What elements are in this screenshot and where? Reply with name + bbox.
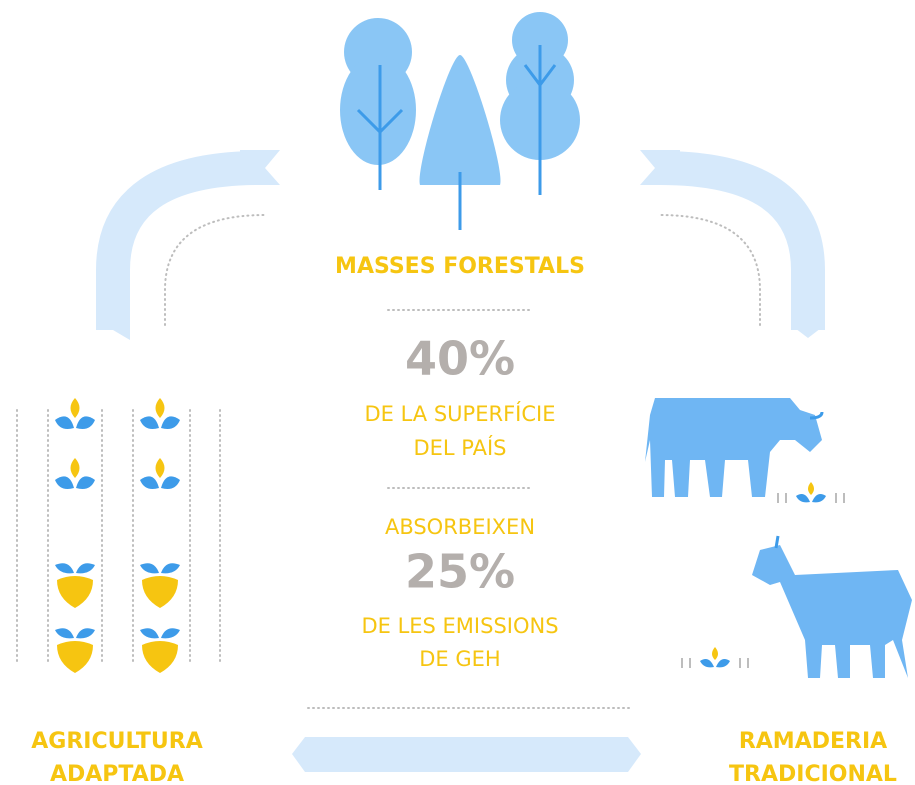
stat-text: DE LA SUPERFÍCIE — [365, 401, 556, 426]
crop-shape — [57, 576, 93, 608]
crop-shape — [142, 641, 178, 673]
crop-shape — [76, 628, 95, 638]
stat-text: DE LES EMISSIONS — [361, 614, 558, 638]
crop-shape — [161, 416, 180, 429]
stat-text: DE GEH — [419, 647, 500, 671]
crop-shape — [76, 476, 95, 489]
crop-shape — [55, 476, 74, 489]
label: TRADICIONAL — [729, 762, 897, 785]
stat-intro: ABSORBEIXEN — [385, 515, 535, 539]
label: RAMADERIA — [739, 729, 887, 754]
stat: 40% — [405, 332, 515, 386]
crop-shape — [161, 476, 180, 489]
stat-text: DEL PAÍS — [413, 435, 506, 460]
crop-shape — [71, 398, 80, 418]
crop-shape — [76, 563, 95, 573]
crop-shape — [161, 563, 180, 573]
cows — [645, 398, 912, 678]
crop-shape — [71, 458, 80, 478]
crop-shape — [140, 416, 159, 429]
trees — [340, 12, 580, 230]
crop-shape — [140, 476, 159, 489]
crop-shape — [76, 416, 95, 429]
crop-shape — [55, 416, 74, 429]
title: MASSES FORESTALS — [335, 254, 585, 279]
crop-shape — [140, 628, 159, 638]
crop-shape — [142, 576, 178, 608]
crop-shape — [140, 563, 159, 573]
crop-shape — [55, 563, 74, 573]
crop-shape — [55, 628, 74, 638]
crops — [17, 398, 220, 673]
infographic: MASSES FORESTALS 40% DE LA SUPERFÍCIE DE… — [0, 0, 915, 785]
label: ADAPTADA — [50, 762, 184, 785]
crop-shape — [57, 641, 93, 673]
crop-shape — [156, 398, 165, 418]
crop-shape — [156, 458, 165, 478]
crop-shape — [161, 628, 180, 638]
label: AGRICULTURA — [31, 729, 202, 754]
stat: 25% — [405, 545, 515, 599]
